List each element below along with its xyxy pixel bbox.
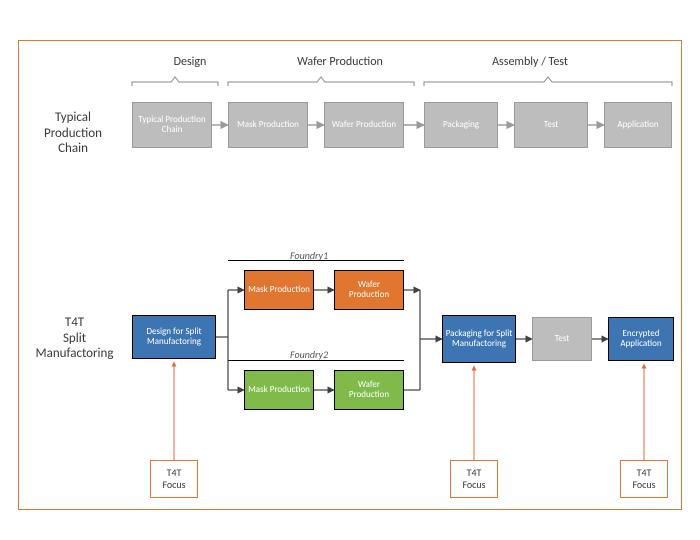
typical-app: Application bbox=[604, 102, 672, 148]
phase-label-assembly: Assembly / Test bbox=[455, 55, 605, 69]
phase-label-wafer: Wafer Production bbox=[265, 55, 415, 69]
t4t-f1_waf: Wafer Production bbox=[334, 270, 404, 310]
focus-box-3: T4T Focus bbox=[620, 460, 668, 498]
focus-box-2: T4T Focus bbox=[450, 460, 498, 498]
focus-box-1: T4T Focus bbox=[150, 460, 198, 498]
row-label-typical: TypicalProductionChain bbox=[28, 110, 118, 157]
t4t-design: Design for Split Manufactoring bbox=[132, 315, 216, 359]
foundry1-line bbox=[228, 260, 404, 261]
typical-test: Test bbox=[514, 102, 588, 148]
typical-mask: Mask Production bbox=[228, 102, 308, 148]
typical-wafer: Wafer Production bbox=[324, 102, 404, 148]
t4t-f1_mask: Mask Production bbox=[244, 270, 314, 310]
t4t-test: Test bbox=[532, 317, 592, 361]
t4t-enc: Encrypted Application bbox=[608, 317, 674, 361]
t4t-f2_waf: Wafer Production bbox=[334, 370, 404, 410]
row-label-t4t: T4TSplitManufactoring bbox=[22, 315, 127, 362]
foundry2-line bbox=[228, 360, 404, 361]
t4t-pkg: Packaging for Split Manufactoring bbox=[442, 315, 516, 363]
typical-pkg: Packaging bbox=[424, 102, 498, 148]
typical-tpc: Typical Production Chain bbox=[132, 102, 212, 148]
phase-label-design: Design bbox=[155, 55, 225, 69]
t4t-f2_mask: Mask Production bbox=[244, 370, 314, 410]
